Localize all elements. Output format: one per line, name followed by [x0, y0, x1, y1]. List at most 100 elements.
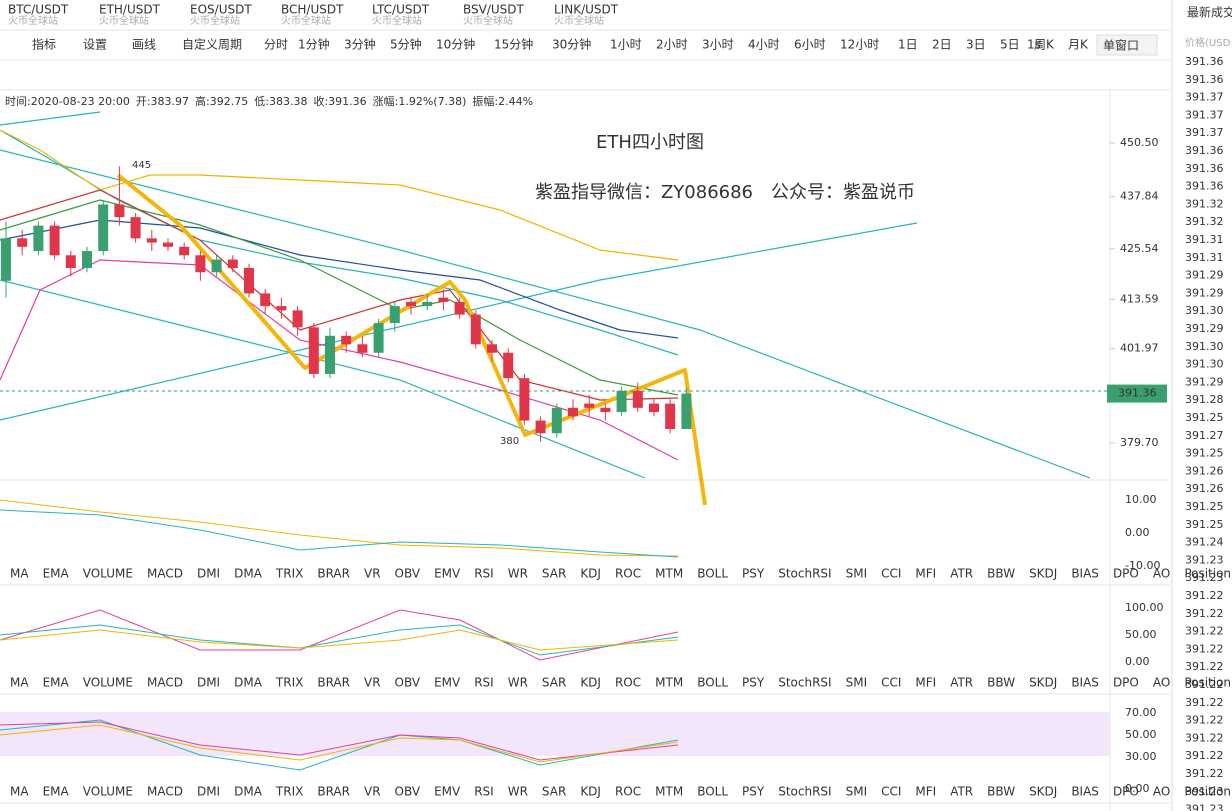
period-button[interactable]: 12小时	[840, 38, 879, 52]
tool-button[interactable]: 指标	[32, 37, 56, 52]
indicator-tab[interactable]: Position	[1184, 676, 1231, 690]
indicator-tab[interactable]: VR	[364, 567, 381, 581]
period-button[interactable]: 30分钟	[552, 37, 591, 52]
period-button[interactable]: 周K	[1034, 38, 1055, 52]
indicator-tab[interactable]: SMI	[846, 785, 868, 799]
indicator-tab[interactable]: BIAS	[1071, 567, 1099, 581]
indicator-tab[interactable]: BRAR	[317, 785, 350, 799]
period-button[interactable]: 月K	[1068, 38, 1089, 52]
indicator-tab[interactable]: Position	[1184, 567, 1231, 581]
indicator-tab[interactable]: BRAR	[317, 676, 350, 690]
indicator-tab[interactable]: BBW	[987, 567, 1015, 581]
indicator-tab[interactable]: BBW	[987, 676, 1015, 690]
indicator-tab[interactable]: CCI	[881, 676, 901, 690]
indicator-tab[interactable]: PSY	[742, 785, 765, 799]
period-button[interactable]: 1日	[898, 38, 918, 52]
indicator-tab[interactable]: MTM	[655, 676, 683, 690]
indicator-tab[interactable]: BIAS	[1071, 676, 1099, 690]
period-button[interactable]: 2日	[932, 38, 952, 52]
tab-pair[interactable]: BCH/USDT	[281, 3, 344, 17]
period-button[interactable]: 10分钟	[436, 37, 475, 52]
indicator-tab[interactable]: ATR	[950, 567, 973, 581]
indicator-tab[interactable]: BRAR	[317, 567, 350, 581]
indicator-tab[interactable]: EMV	[434, 676, 461, 690]
indicator-tab[interactable]: SMI	[846, 567, 868, 581]
period-button[interactable]: 3分钟	[344, 37, 376, 52]
indicator-tab[interactable]: SKDJ	[1029, 785, 1057, 799]
indicator-tab[interactable]: AO	[1153, 785, 1170, 799]
indicator-tab[interactable]: WR	[508, 676, 528, 690]
window-label[interactable]: 单窗口	[1103, 39, 1139, 53]
indicator-tab[interactable]: BIAS	[1071, 785, 1099, 799]
indicator-tab[interactable]: DMA	[234, 567, 263, 581]
tab-pair[interactable]: EOS/USDT	[190, 3, 252, 17]
indicator-tab[interactable]: CCI	[881, 567, 901, 581]
indicator-tab[interactable]: WR	[508, 567, 528, 581]
indicator-tab[interactable]: ATR	[950, 785, 973, 799]
indicator-tab[interactable]: BBW	[987, 785, 1015, 799]
indicator-tab[interactable]: MFI	[915, 785, 936, 799]
indicator-tab[interactable]: ROC	[615, 676, 641, 690]
indicator-tab[interactable]: MA	[10, 785, 29, 799]
indicator-tab[interactable]: TRIX	[275, 567, 303, 581]
tool-button[interactable]: 画线	[132, 38, 156, 52]
indicator-tab[interactable]: EMA	[43, 785, 70, 799]
indicator-tab[interactable]: MACD	[147, 785, 183, 799]
indicator-tab[interactable]: PSY	[742, 676, 765, 690]
indicator-tab[interactable]: DMI	[197, 567, 220, 581]
indicator-tab[interactable]: ATR	[950, 676, 973, 690]
indicator-tab[interactable]: StochRSI	[778, 567, 831, 581]
indicator-tab[interactable]: BOLL	[697, 676, 728, 690]
indicator-tab[interactable]: MTM	[655, 567, 683, 581]
indicator-tab[interactable]: SKDJ	[1029, 567, 1057, 581]
indicator-tab[interactable]: DMA	[234, 676, 263, 690]
indicator-tab[interactable]: KDJ	[580, 676, 601, 690]
indicator-tab[interactable]: SAR	[542, 676, 566, 690]
indicator-tab[interactable]: AO	[1153, 567, 1170, 581]
indicator-tab[interactable]: MA	[10, 676, 29, 690]
interval[interactable]: 1s	[1027, 38, 1041, 52]
indicator-tab[interactable]: DMA	[234, 785, 263, 799]
period-button[interactable]: 分时	[264, 38, 288, 52]
indicator-tab[interactable]: SKDJ	[1029, 676, 1057, 690]
indicator-tab[interactable]: StochRSI	[778, 676, 831, 690]
indicator-tab[interactable]: MA	[10, 567, 29, 581]
indicator-tab[interactable]: MTM	[655, 785, 683, 799]
custom-period[interactable]: 自定义周期	[182, 37, 242, 52]
indicator-tab[interactable]: OBV	[395, 785, 421, 799]
period-button[interactable]: 1分钟	[298, 37, 330, 52]
indicator-tab[interactable]: KDJ	[580, 567, 601, 581]
indicator-tab[interactable]: MFI	[915, 567, 936, 581]
indicator-tab[interactable]: BOLL	[697, 567, 728, 581]
indicator-tab[interactable]: WR	[508, 785, 528, 799]
indicator-tab[interactable]: Position	[1184, 785, 1231, 799]
indicator-tab[interactable]: OBV	[395, 567, 421, 581]
indicator-tab[interactable]: MACD	[147, 676, 183, 690]
tool-button[interactable]: 设置	[83, 38, 107, 52]
period-button[interactable]: 5分钟	[390, 37, 422, 52]
indicator-tab[interactable]: SMI	[846, 676, 868, 690]
tab-pair[interactable]: BTC/USDT	[8, 3, 69, 17]
period-button[interactable]: 5日	[1000, 38, 1020, 52]
indicator-tab[interactable]: RSI	[474, 785, 494, 799]
indicator-tab[interactable]: DMI	[197, 785, 220, 799]
period-button[interactable]: 3日	[966, 38, 986, 52]
period-button[interactable]: 1小时	[610, 38, 642, 52]
tab-pair[interactable]: LINK/USDT	[554, 3, 619, 17]
indicator-tab[interactable]: EMV	[434, 785, 461, 799]
indicator-tab[interactable]: MFI	[915, 676, 936, 690]
period-button[interactable]: 6小时	[794, 38, 826, 52]
indicator-tab[interactable]: BOLL	[697, 785, 728, 799]
tab-pair[interactable]: LTC/USDT	[372, 3, 430, 17]
indicator-tab[interactable]: StochRSI	[778, 785, 831, 799]
indicator-tab[interactable]: EMA	[43, 567, 70, 581]
tab-pair[interactable]: BSV/USDT	[463, 3, 525, 17]
period-button[interactable]: 4小时	[748, 38, 780, 52]
indicator-tab[interactable]: VOLUME	[83, 567, 133, 581]
indicator-tab[interactable]: RSI	[474, 567, 494, 581]
indicator-tab[interactable]: VOLUME	[83, 676, 133, 690]
window-select[interactable]	[1096, 34, 1158, 56]
tab-pair[interactable]: ETH/USDT	[99, 3, 161, 17]
indicator-tab[interactable]: TRIX	[275, 785, 303, 799]
indicator-tab[interactable]: VOLUME	[83, 785, 133, 799]
